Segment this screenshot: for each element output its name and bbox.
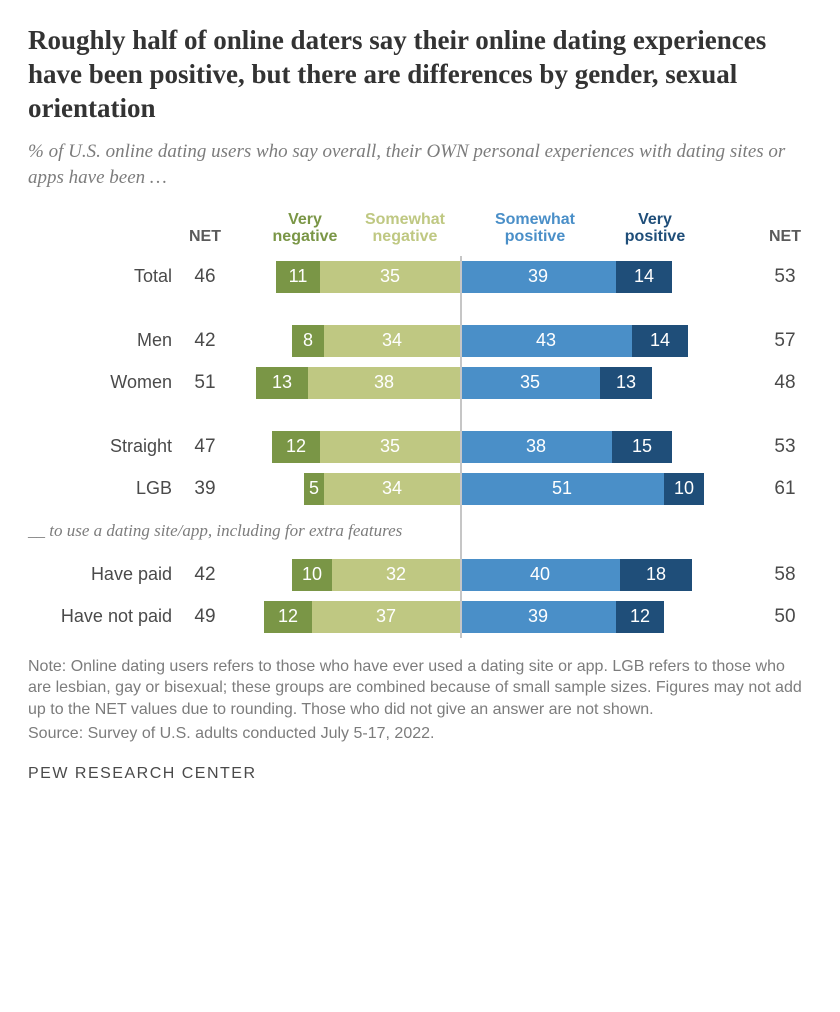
- somewhat-positive-segment: 38: [460, 431, 612, 463]
- negative-bar: 1235: [230, 431, 460, 463]
- negative-bar: 1135: [230, 261, 460, 293]
- row-label: Women: [28, 372, 180, 393]
- positive-bar: 3815: [460, 431, 760, 463]
- negative-bar: 1338: [230, 367, 460, 399]
- very-negative-segment: 12: [272, 431, 320, 463]
- negative-bar: 834: [230, 325, 460, 357]
- group-subheader: __ to use a dating site/app, including f…: [28, 520, 408, 542]
- center-axis-line: [460, 256, 462, 638]
- net-pos-value: 58: [760, 564, 810, 586]
- row-label: Have not paid: [28, 606, 180, 627]
- positive-bar: 3914: [460, 261, 760, 293]
- chart-title: Roughly half of online daters say their …: [28, 24, 812, 125]
- net-pos-value: 53: [760, 436, 810, 458]
- legend-very-negative: Verynegative: [260, 211, 350, 250]
- negative-bar: 1032: [230, 559, 460, 591]
- rows-container: Total461135391453Men42834431457Women5113…: [28, 256, 812, 638]
- somewhat-negative-segment: 35: [320, 431, 460, 463]
- legend-somewhat-positive: Somewhatpositive: [460, 211, 610, 250]
- negative-bar: 1237: [230, 601, 460, 633]
- very-positive-segment: 15: [612, 431, 672, 463]
- very-positive-segment: 12: [616, 601, 664, 633]
- net-pos-value: 61: [760, 478, 810, 500]
- somewhat-positive-segment: 40: [460, 559, 620, 591]
- bar-row: Men42834431457: [28, 320, 812, 362]
- net-neg-value: 46: [180, 266, 230, 288]
- legend-somewhat-negative: Somewhatnegative: [350, 211, 460, 250]
- net-pos-header: NET: [760, 228, 810, 250]
- very-positive-segment: 14: [616, 261, 672, 293]
- very-positive-segment: 18: [620, 559, 692, 591]
- very-negative-segment: 8: [292, 325, 324, 357]
- very-positive-segment: 13: [600, 367, 652, 399]
- bar-row: LGB39534511061: [28, 468, 812, 510]
- somewhat-positive-segment: 51: [460, 473, 664, 505]
- group-spacer: [28, 404, 812, 426]
- somewhat-negative-segment: 34: [324, 473, 460, 505]
- net-neg-value: 42: [180, 564, 230, 586]
- bar-row: Straight471235381553: [28, 426, 812, 468]
- bar-row: Women511338351348: [28, 362, 812, 404]
- very-positive-segment: 10: [664, 473, 704, 505]
- negative-bar: 534: [230, 473, 460, 505]
- positive-bar: 4018: [460, 559, 760, 591]
- positive-bar: 3912: [460, 601, 760, 633]
- row-label: Total: [28, 266, 180, 287]
- somewhat-negative-segment: 32: [332, 559, 460, 591]
- legend-row: NET VerynegativeSomewhatnegativeSomewhatp…: [28, 211, 812, 250]
- group-spacer: [28, 298, 812, 320]
- net-pos-value: 57: [760, 330, 810, 352]
- very-negative-segment: 12: [264, 601, 312, 633]
- somewhat-positive-segment: 35: [460, 367, 600, 399]
- very-negative-segment: 10: [292, 559, 332, 591]
- somewhat-positive-segment: 43: [460, 325, 632, 357]
- net-neg-value: 39: [180, 478, 230, 500]
- publisher-footer: PEW RESEARCH CENTER: [28, 765, 812, 783]
- bar-row: Have paid421032401858: [28, 554, 812, 596]
- positive-bar: 4314: [460, 325, 760, 357]
- somewhat-positive-segment: 39: [460, 601, 616, 633]
- net-neg-value: 42: [180, 330, 230, 352]
- net-neg-header: NET: [180, 228, 230, 250]
- positive-bar: 3513: [460, 367, 760, 399]
- row-label: Straight: [28, 436, 180, 457]
- chart-note: Note: Online dating users refers to thos…: [28, 656, 812, 721]
- row-label: Men: [28, 330, 180, 351]
- diverging-bar-chart: NET VerynegativeSomewhatnegativeSomewhatp…: [28, 211, 812, 638]
- net-pos-value: 50: [760, 606, 810, 628]
- positive-bar: 5110: [460, 473, 760, 505]
- very-negative-segment: 11: [276, 261, 320, 293]
- somewhat-negative-segment: 35: [320, 261, 460, 293]
- somewhat-negative-segment: 38: [308, 367, 460, 399]
- bar-row: Have not paid491237391250: [28, 596, 812, 638]
- somewhat-positive-segment: 39: [460, 261, 616, 293]
- very-negative-segment: 5: [304, 473, 324, 505]
- net-neg-value: 51: [180, 372, 230, 394]
- very-positive-segment: 14: [632, 325, 688, 357]
- legend-very-positive: Verypositive: [610, 211, 700, 250]
- net-neg-value: 47: [180, 436, 230, 458]
- chart-source: Source: Survey of U.S. adults conducted …: [28, 725, 812, 743]
- somewhat-negative-segment: 34: [324, 325, 460, 357]
- bar-row: Total461135391453: [28, 256, 812, 298]
- somewhat-negative-segment: 37: [312, 601, 460, 633]
- chart-subtitle: % of U.S. online dating users who say ov…: [28, 139, 812, 190]
- net-pos-value: 53: [760, 266, 810, 288]
- net-neg-value: 49: [180, 606, 230, 628]
- row-label: Have paid: [28, 564, 180, 585]
- row-label: LGB: [28, 478, 180, 499]
- net-pos-value: 48: [760, 372, 810, 394]
- very-negative-segment: 13: [256, 367, 308, 399]
